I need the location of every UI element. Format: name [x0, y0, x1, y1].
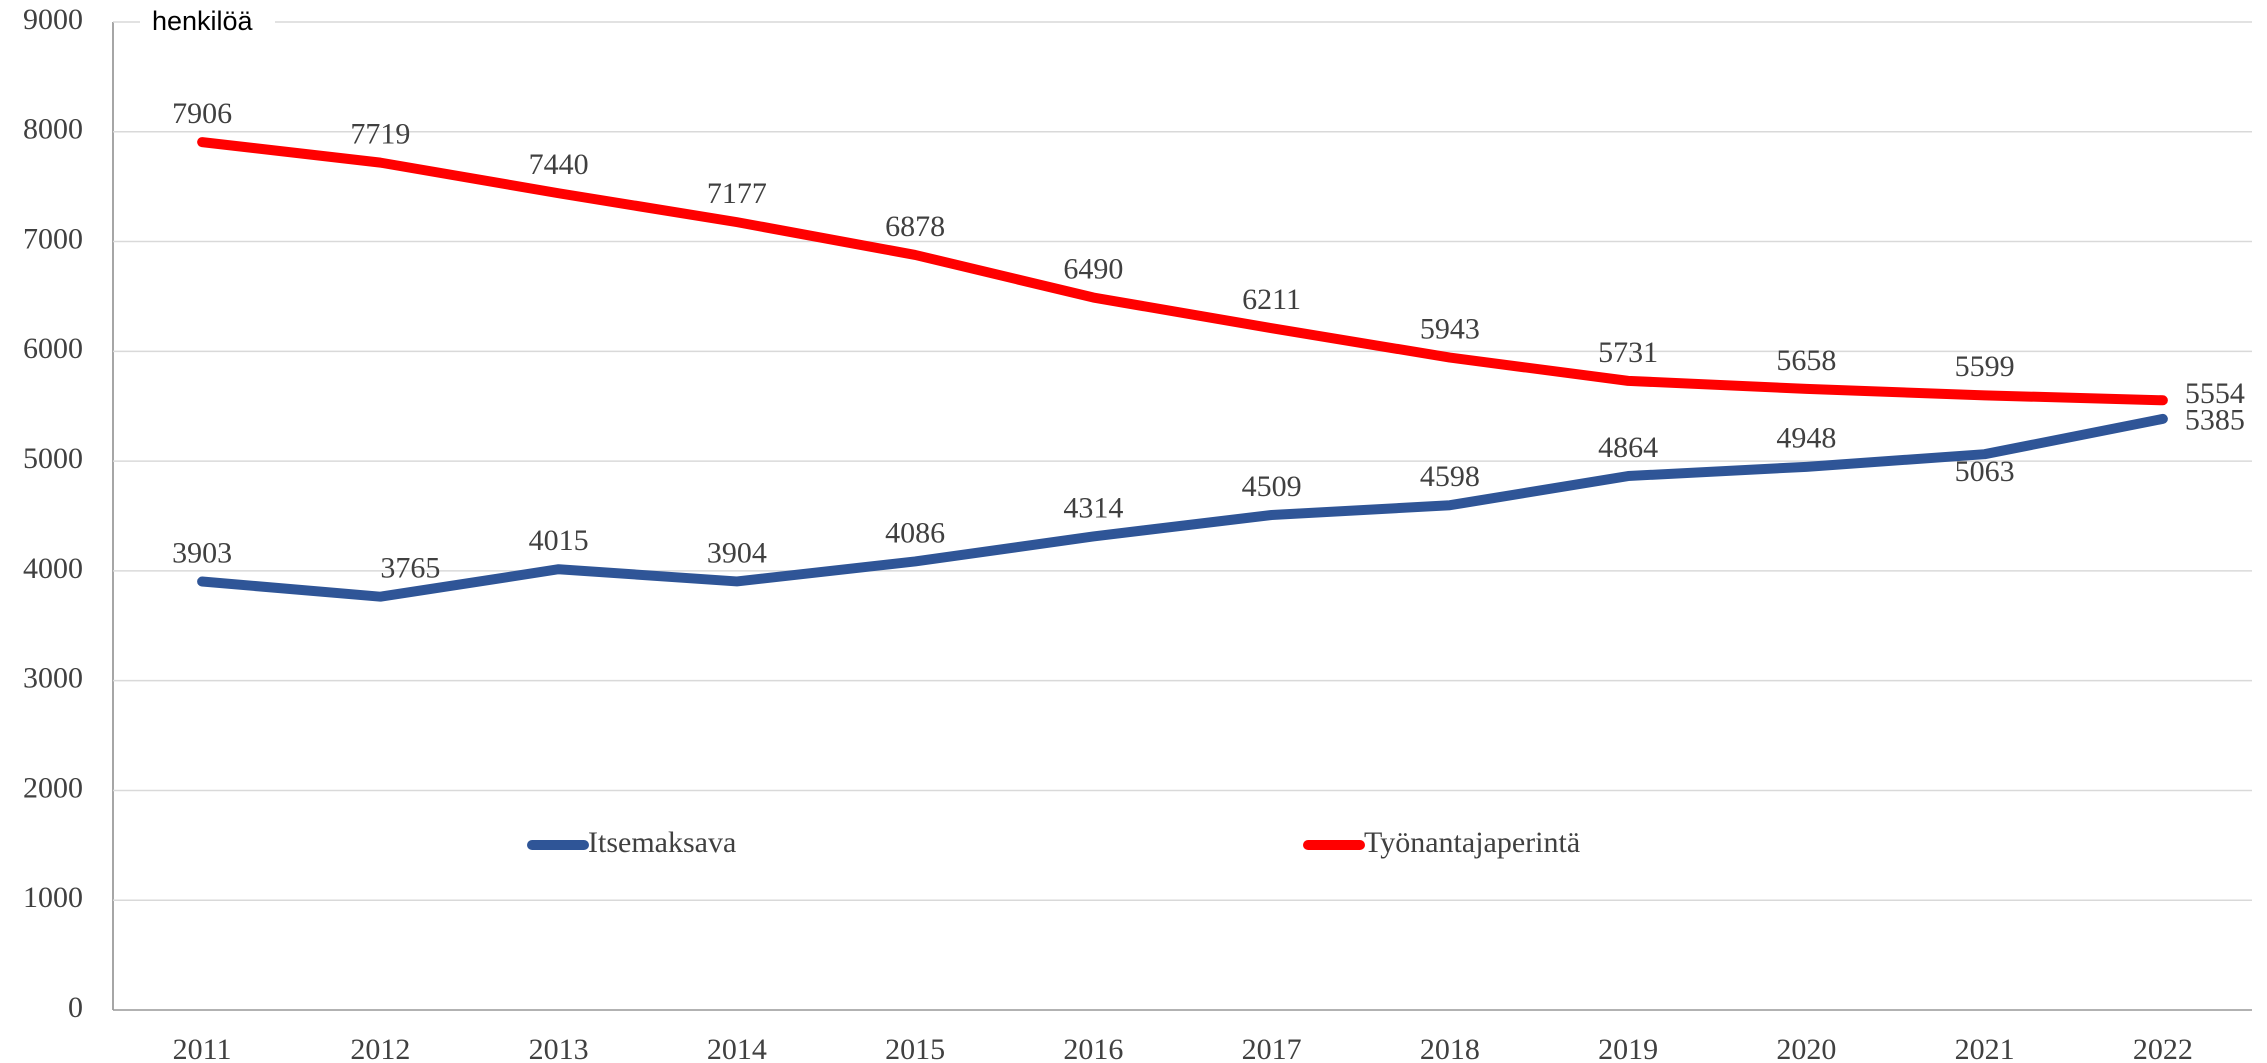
data-label: 3765	[380, 552, 440, 585]
data-label: 5554	[2185, 377, 2245, 410]
data-label: 7177	[707, 177, 767, 210]
data-label: 5943	[1420, 312, 1480, 345]
data-label: 7440	[529, 148, 589, 181]
y-tick-label: 3000	[23, 662, 83, 695]
y-tick-label: 7000	[23, 222, 83, 255]
data-label: 5731	[1598, 336, 1658, 369]
data-label: 3903	[172, 536, 232, 569]
data-label: 3904	[707, 536, 767, 569]
x-tick-label: 2016	[1063, 1033, 1123, 1063]
legend-label: Työnantajaperintä	[1364, 826, 1580, 859]
data-label: 5385	[2185, 404, 2245, 437]
data-label: 5063	[1955, 455, 2015, 488]
y-axis-label: henkilöä	[152, 6, 254, 36]
x-tick-label: 2021	[1955, 1033, 2015, 1063]
data-label: 4086	[885, 516, 945, 549]
x-tick-label: 2012	[350, 1033, 410, 1063]
y-tick-label: 8000	[23, 113, 83, 146]
line-series	[197, 413, 2168, 602]
x-tick-label: 2011	[173, 1033, 232, 1063]
data-label: 4509	[1242, 470, 1302, 503]
data-label: 4015	[529, 524, 589, 557]
x-tick-label: 2015	[885, 1033, 945, 1063]
data-label: 4864	[1598, 431, 1658, 464]
x-tick-label: 2018	[1420, 1033, 1480, 1063]
data-label: 7719	[350, 118, 410, 151]
y-tick-label: 6000	[23, 332, 83, 365]
data-label: 5599	[1955, 350, 2015, 383]
data-label: 4314	[1063, 491, 1123, 524]
data-label: 6878	[885, 210, 945, 243]
y-tick-label: 2000	[23, 771, 83, 804]
data-label: 6211	[1242, 283, 1301, 316]
y-tick-label: 9000	[23, 3, 83, 36]
line-series	[197, 137, 2168, 406]
y-tick-label: 4000	[23, 552, 83, 585]
y-tick-label: 1000	[23, 881, 83, 914]
x-tick-label: 2017	[1242, 1033, 1302, 1063]
x-tick-label: 2022	[2133, 1033, 2193, 1063]
x-tick-label: 2020	[1776, 1033, 1836, 1063]
y-tick-label: 0	[68, 991, 83, 1024]
legend-label: Itsemaksava	[588, 826, 736, 859]
x-tick-label: 2013	[529, 1033, 589, 1063]
data-label: 4948	[1776, 422, 1836, 455]
data-label: 4598	[1420, 460, 1480, 493]
y-label-bg	[140, 2, 275, 42]
data-label: 6490	[1063, 252, 1123, 285]
x-tick-label: 2014	[707, 1033, 767, 1063]
y-tick-label: 5000	[23, 442, 83, 475]
data-label: 5658	[1776, 344, 1836, 377]
data-label: 7906	[172, 97, 232, 130]
x-tick-label: 2019	[1598, 1033, 1658, 1063]
